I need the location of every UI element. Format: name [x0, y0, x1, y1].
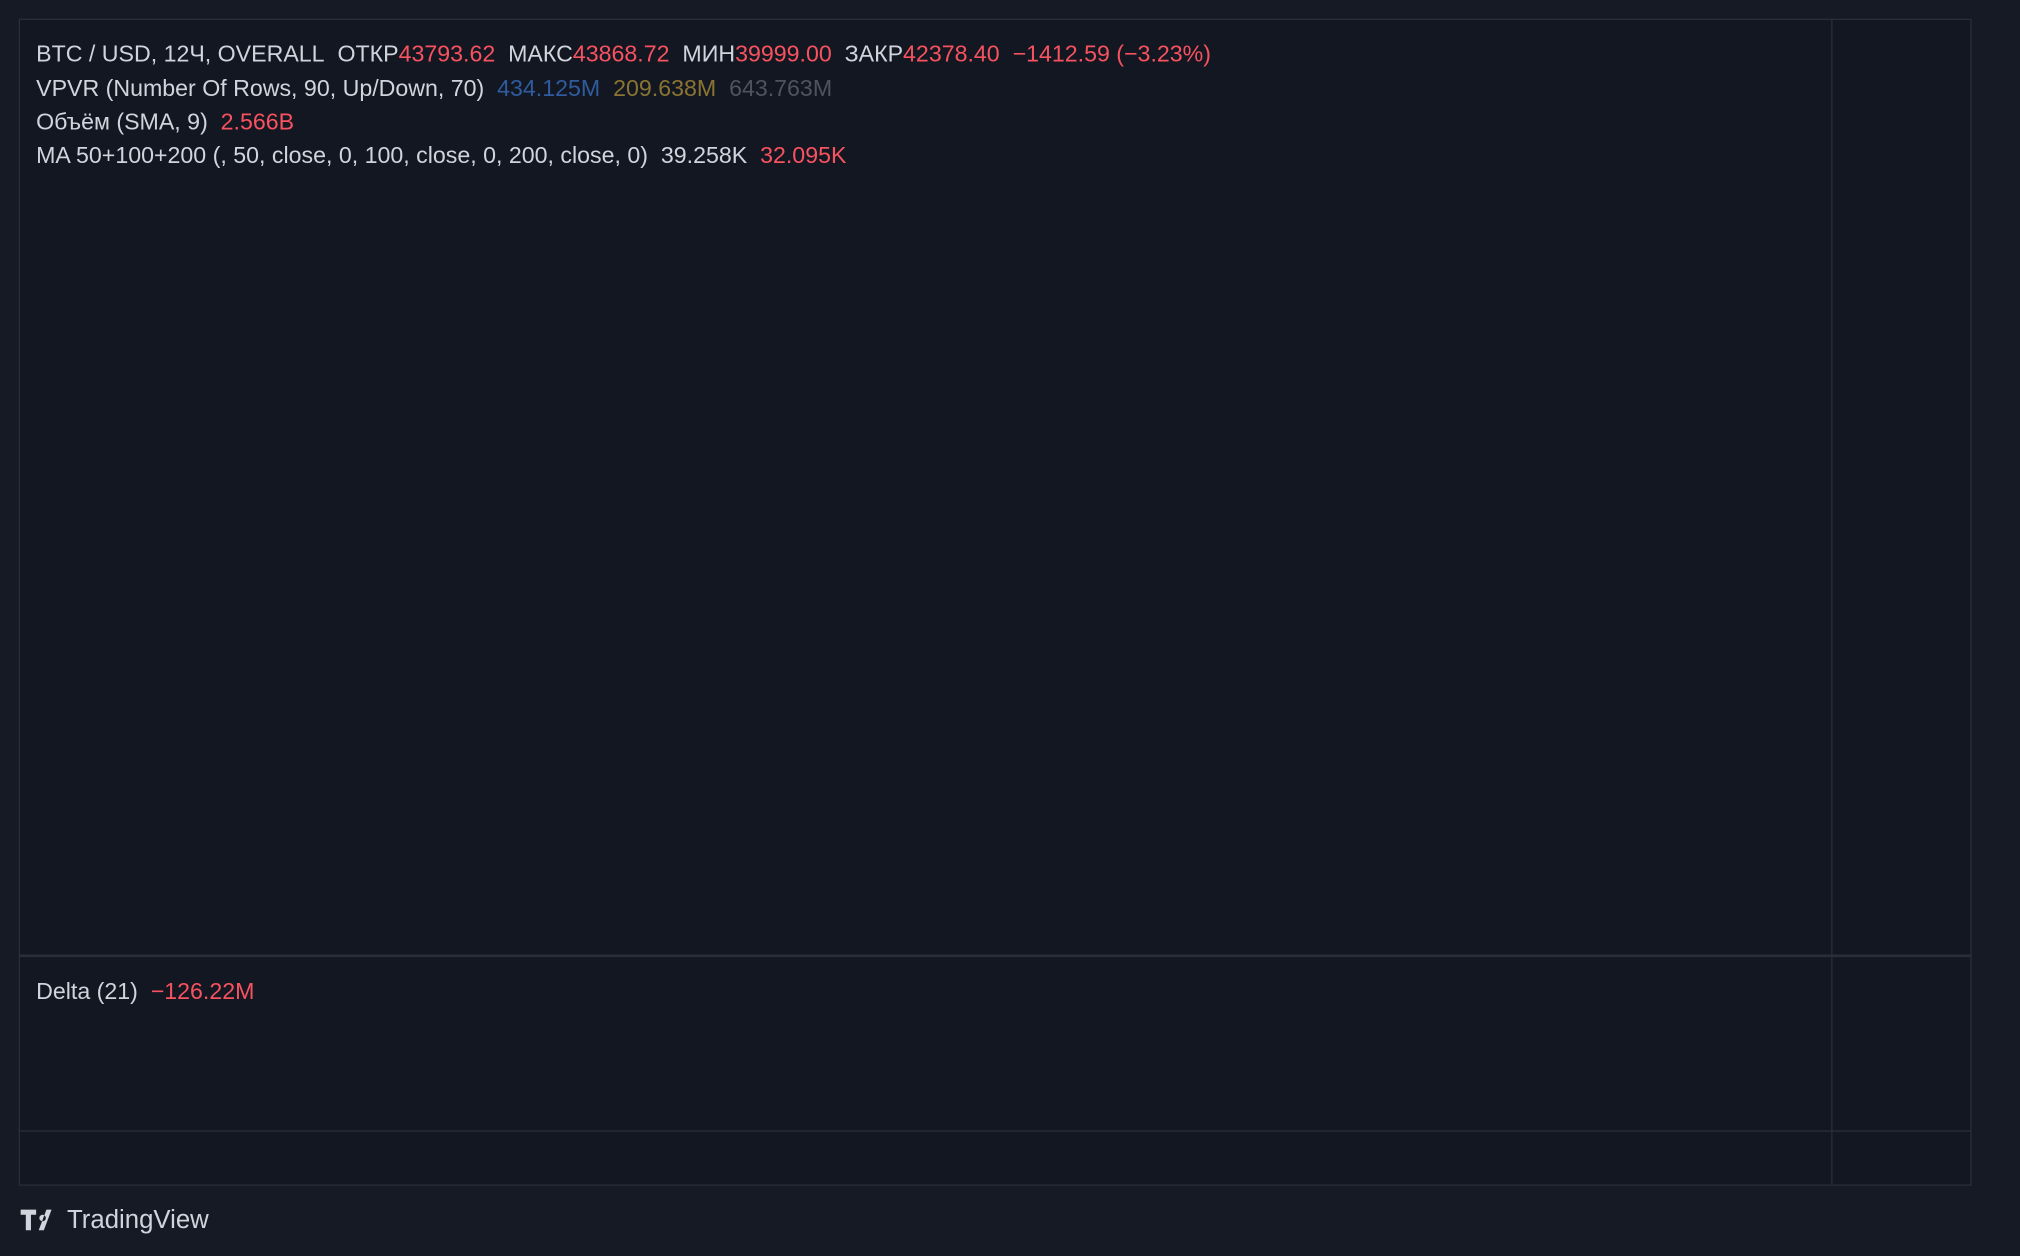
ma-label: MA 50+100+200 (, 50, close, 0, 100, clos… — [36, 142, 648, 168]
open-value: 43793.62 — [399, 41, 496, 67]
volume-sma: 2.566B — [221, 109, 294, 135]
vpvr-up: 434.125M — [497, 75, 600, 101]
high-label: МАКС — [508, 41, 573, 67]
symbol: BTC / USD, 12Ч, OVERALL — [36, 41, 325, 67]
legend-volume: Объём (SMA, 9) 2.566B — [36, 109, 294, 135]
legend-main: BTC / USD, 12Ч, OVERALL ОТКР43793.62 МАКС4… — [36, 41, 1211, 67]
ma-value-2: 32.095K — [760, 142, 847, 168]
vpvr-total: 643.763M — [729, 75, 832, 101]
brand-logo — [20, 1209, 52, 1231]
close-label: ЗАКР — [845, 41, 903, 67]
chart-frame — [18, 18, 1972, 1186]
vpvr-label: VPVR (Number Of Rows, 90, Up/Down, 70) — [36, 75, 484, 101]
brand: TradingView — [20, 1206, 209, 1234]
change-value: −1412.59 (−3.23%) — [1013, 41, 1211, 67]
high-value: 43868.72 — [573, 41, 670, 67]
delta-value: −126.22M — [151, 978, 255, 1004]
volume-label: Объём (SMA, 9) — [36, 109, 208, 135]
close-value: 42378.40 — [903, 41, 1000, 67]
low-label: МИН — [682, 41, 735, 67]
vpvr-down: 209.638M — [613, 75, 716, 101]
delta-label: Delta (21) — [36, 978, 138, 1004]
brand-name: TradingView — [67, 1206, 209, 1234]
legend-ma: MA 50+100+200 (, 50, close, 0, 100, clos… — [36, 142, 847, 168]
ma-value-1: 39.258K — [661, 142, 748, 168]
open-label: ОТКР — [337, 41, 398, 67]
legend-delta: Delta (21) −126.22M — [36, 978, 254, 1004]
legend-vpvr: VPVR (Number Of Rows, 90, Up/Down, 70) 43… — [36, 75, 832, 101]
low-value: 39999.00 — [735, 41, 832, 67]
